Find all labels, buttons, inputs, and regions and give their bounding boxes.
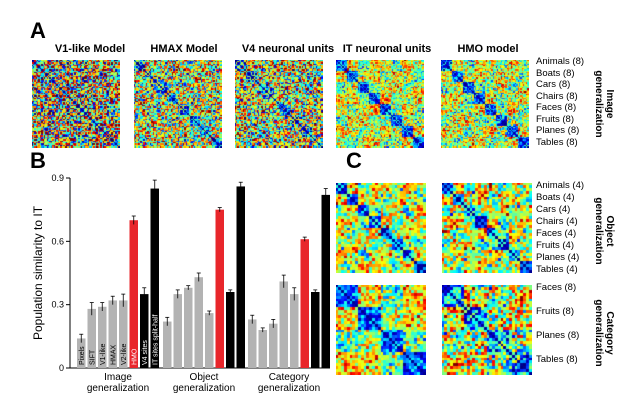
group-label: generalization [258, 383, 320, 394]
rdm-category-it [336, 285, 426, 375]
rdm-hmax [134, 60, 222, 148]
y-tick-label: 0.6 [51, 236, 64, 246]
bar [269, 323, 278, 368]
y-tick-label: 0.9 [51, 173, 64, 183]
category-label: Chairs (4) [536, 216, 578, 227]
similarity-bar-chart: 0 0.3 0.6 0.9 Population similarity to IT Pix… [31, 173, 330, 394]
model-title-v4: V4 neuronal units [241, 43, 335, 55]
group-label: Object [190, 372, 219, 383]
bar [226, 292, 235, 368]
side-label-line: generalization [593, 197, 604, 265]
category-label: Fruits (8) [536, 113, 574, 125]
category-label: Faces (4) [536, 228, 577, 239]
bar [321, 194, 330, 368]
side-label-line: Object [604, 215, 615, 247]
bar [194, 277, 203, 368]
bar-label: V1-like [100, 343, 107, 365]
category-label: Animals (8) [536, 56, 585, 67]
bar [184, 287, 193, 368]
group-label: Image [104, 372, 132, 383]
category-label: Planes (8) [536, 330, 580, 341]
model-title-v1: V1-like Model [54, 43, 126, 55]
rdm-it [336, 60, 424, 148]
bar [236, 186, 245, 368]
rdm-v1-like [32, 60, 120, 148]
bar-label: SIFT [89, 349, 96, 365]
category-label: Animals (4) [536, 180, 585, 191]
category-label: Tables (8) [536, 354, 578, 365]
category-generalization-label: Category generalization [593, 288, 615, 378]
group-label: generalization [87, 383, 149, 394]
bar-label: IT sites split-half [152, 315, 159, 365]
y-tick-label: 0 [59, 363, 64, 373]
bar [163, 321, 172, 368]
category-label: Planes (8) [536, 125, 580, 136]
bar [173, 294, 182, 368]
bar-label: V2-like [121, 343, 128, 365]
bar [215, 209, 224, 368]
y-tick-label: 0.3 [51, 300, 64, 310]
bar-label: V4 sites [142, 340, 149, 365]
bar-label: HMAX [110, 344, 117, 365]
panel-letter-a: A [30, 18, 46, 43]
bar [205, 313, 214, 368]
bar [119, 300, 128, 368]
model-title-hmo: HMO model [457, 43, 519, 55]
rdm-object-hmo [442, 183, 532, 273]
category-label: Cars (8) [536, 79, 571, 90]
panel-letter-b: B [30, 148, 46, 173]
category-label: Fruits (8) [536, 306, 574, 317]
image-generalization-label: Image generalization [593, 59, 615, 149]
bar-label: Pixels [79, 346, 86, 365]
bar [311, 292, 320, 368]
bar [129, 220, 138, 368]
side-label-line: Image [604, 89, 615, 119]
rdm-v4 [235, 60, 323, 148]
category-label: Boats (4) [536, 192, 575, 203]
side-label-line: generalization [593, 299, 604, 367]
bar [279, 281, 288, 368]
bar [98, 306, 107, 368]
bar [300, 239, 309, 368]
group-label: Category [269, 372, 310, 383]
bar [77, 338, 86, 368]
rdm-hmo [441, 60, 529, 148]
bar [258, 330, 267, 368]
bar-label: HMO [131, 348, 138, 365]
bar [108, 300, 117, 368]
model-title-it: IT neuronal units [342, 43, 432, 55]
bar [150, 188, 159, 368]
category-label: Fruits (4) [536, 240, 574, 251]
category-label: Faces (8) [536, 102, 577, 113]
category-label: Planes (4) [536, 252, 580, 263]
side-label-line: Category [604, 311, 615, 355]
category-label: Tables (4) [536, 264, 578, 275]
object-generalization-label: Object generalization [593, 186, 615, 276]
side-label-line: generalization [593, 70, 604, 138]
category-label: Faces (8) [536, 282, 577, 293]
y-axis-label: Population similarity to IT [31, 205, 45, 340]
group-label: generalization [173, 383, 235, 394]
rdm-category-hmo [442, 285, 532, 375]
rdm-object-it [336, 183, 426, 273]
category-label: Tables (8) [536, 136, 578, 148]
bar [140, 294, 149, 368]
bar [290, 294, 299, 368]
panel-letter-c: C [346, 148, 362, 173]
model-title-hmax: HMAX Model [150, 43, 218, 55]
category-label: Boats (8) [536, 67, 575, 79]
category-label: Chairs (8) [536, 90, 578, 102]
category-label: Cars (4) [536, 204, 571, 215]
bar [87, 308, 96, 368]
bar [248, 319, 257, 368]
